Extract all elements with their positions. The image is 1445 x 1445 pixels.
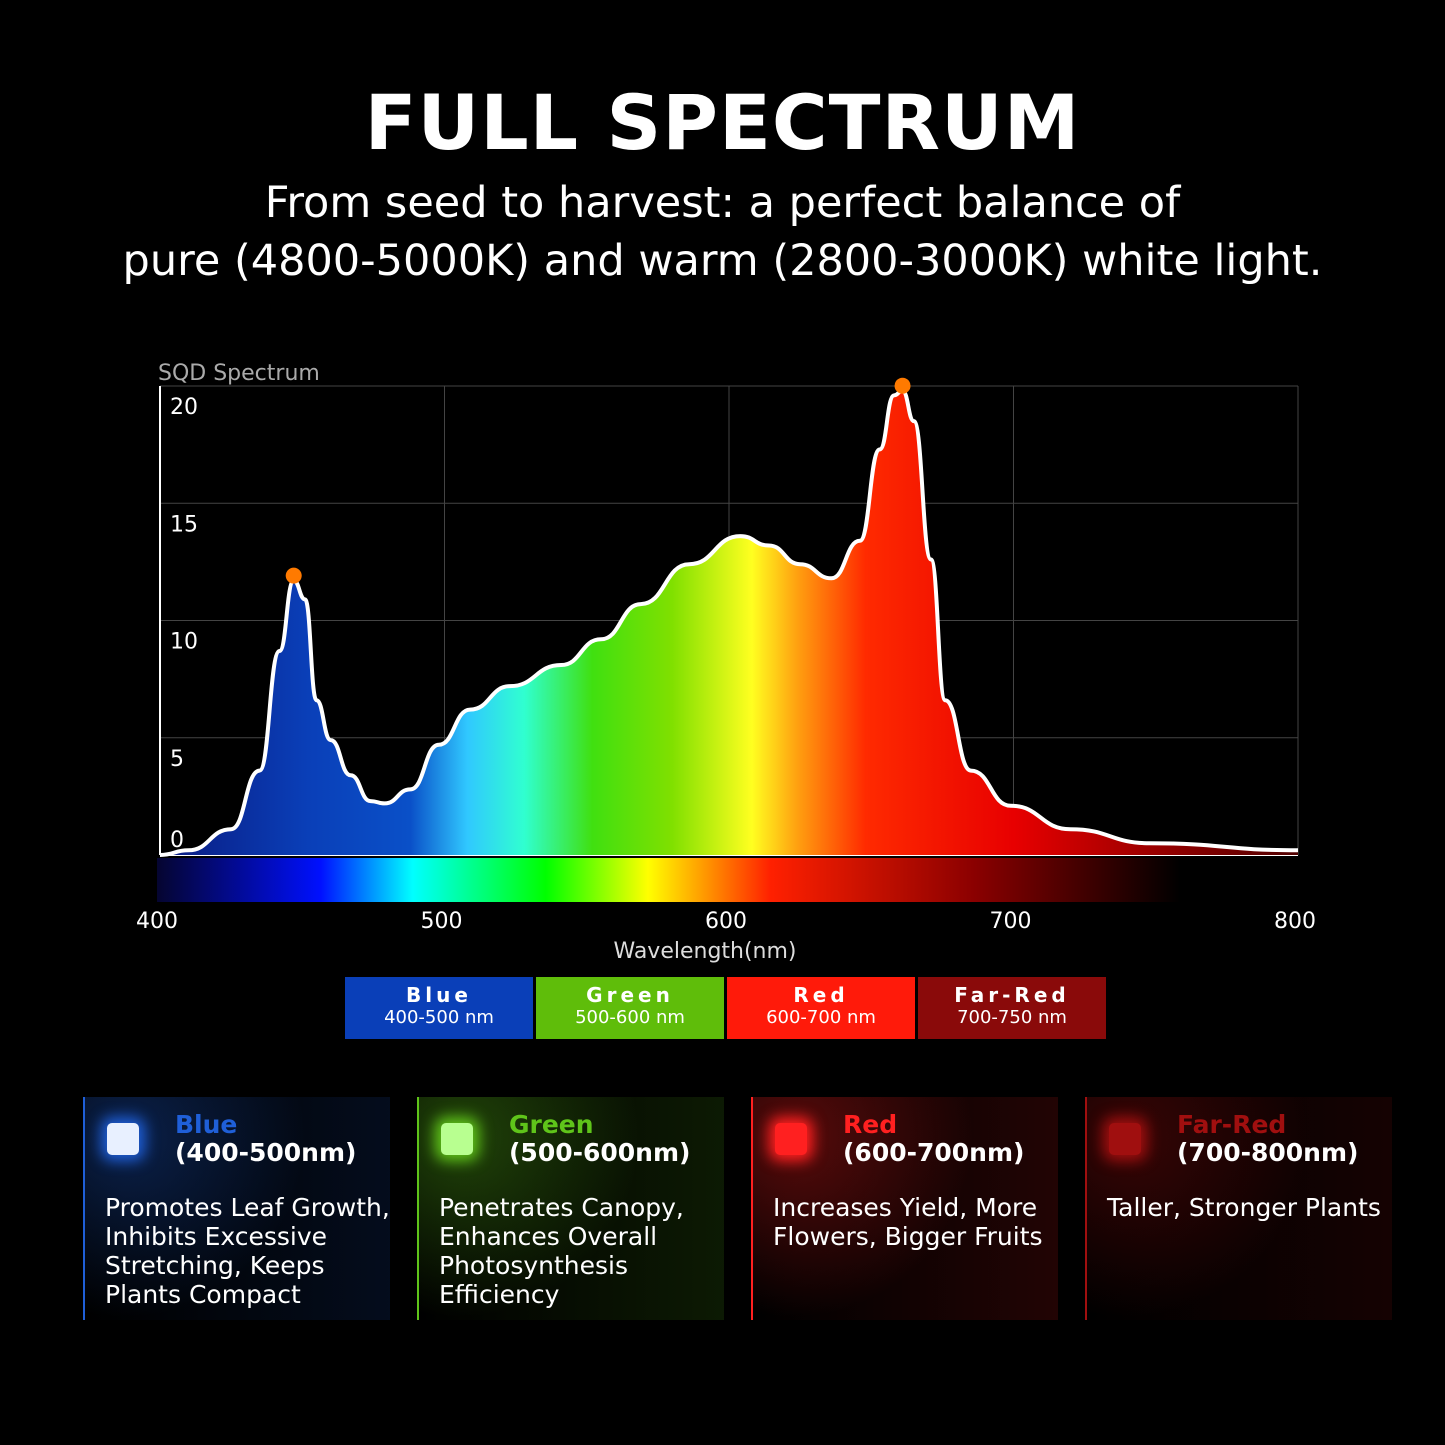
card-name: Blue bbox=[175, 1110, 238, 1139]
card-range: (600-700nm) bbox=[843, 1138, 1025, 1167]
card-description: Penetrates Canopy, Enhances Overall Phot… bbox=[439, 1193, 684, 1309]
legend-range: 600-700 nm bbox=[766, 1007, 876, 1028]
card-range: (700-800nm) bbox=[1177, 1138, 1359, 1167]
x-tick-label: 800 bbox=[1274, 909, 1316, 934]
x-tick-label: 700 bbox=[990, 909, 1032, 934]
spectrum-line bbox=[159, 388, 1299, 857]
legend-name: Green bbox=[586, 983, 674, 1007]
y-tick-label: 10 bbox=[170, 630, 198, 655]
chart-title: SQD Spectrum bbox=[158, 361, 320, 386]
legend-range: 400-500 nm bbox=[384, 1007, 494, 1028]
card-far-red: Far-Red (700-800nm) Taller, Stronger Plan… bbox=[1085, 1097, 1392, 1320]
blue-led-icon bbox=[107, 1123, 139, 1155]
card-name: Green bbox=[509, 1110, 594, 1139]
card-green: Green (500-600nm) Penetrates Canopy, Enha… bbox=[417, 1097, 724, 1320]
x-tick-label: 400 bbox=[136, 909, 178, 934]
card-description: Increases Yield, More Flowers, Bigger Fr… bbox=[773, 1193, 1043, 1251]
x-tick-label: 500 bbox=[421, 909, 463, 934]
spectrum-chart: SQD Spectrum Wavelength(nm) 0 5 10 15 20 400 5… bbox=[136, 361, 1316, 964]
spectrum-area bbox=[160, 390, 1298, 855]
legend-range: 500-600 nm bbox=[575, 1007, 685, 1028]
page-title: FULL SPECTRUM bbox=[364, 78, 1081, 167]
green-led-icon bbox=[441, 1123, 473, 1155]
card-blue: Blue (400-500nm) Promotes Leaf Growth, In… bbox=[83, 1097, 390, 1320]
x-tick-label: 600 bbox=[705, 909, 747, 934]
card-range: (500-600nm) bbox=[509, 1138, 691, 1167]
far-red-led-icon bbox=[1109, 1123, 1141, 1155]
legend-item-red: Red 600-700 nm bbox=[727, 977, 915, 1039]
card-name: Far-Red bbox=[1177, 1110, 1287, 1139]
red-led-icon bbox=[775, 1123, 807, 1155]
legend-item-green: Green 500-600 nm bbox=[536, 977, 724, 1039]
card-red: Red (600-700nm) Increases Yield, More Flo… bbox=[751, 1097, 1058, 1320]
y-tick-label: 5 bbox=[170, 747, 184, 772]
legend-item-blue: Blue 400-500 nm bbox=[345, 977, 533, 1039]
subtitle-line-1: From seed to harvest: a perfect balance … bbox=[264, 178, 1181, 228]
legend-range: 700-750 nm bbox=[957, 1007, 1067, 1028]
y-tick-label: 0 bbox=[170, 828, 184, 853]
card-description: Promotes Leaf Growth, Inhibits Excessive… bbox=[105, 1193, 390, 1309]
card-description: Taller, Stronger Plants bbox=[1107, 1193, 1381, 1222]
legend-item-far-red: Far-Red 700-750 nm bbox=[918, 977, 1106, 1039]
y-tick-label: 20 bbox=[170, 395, 198, 420]
card-range: (400-500nm) bbox=[175, 1138, 357, 1167]
legend-name: Blue bbox=[406, 983, 472, 1007]
card-name: Red bbox=[843, 1110, 898, 1139]
peak-marker bbox=[285, 567, 302, 584]
subtitle-line-2: pure (4800-5000K) and warm (2800-3000K) … bbox=[122, 236, 1323, 286]
band-legend: Blue 400-500 nm Green 500-600 nm Red 600-700 … bbox=[345, 977, 1106, 1039]
legend-name: Red bbox=[793, 983, 849, 1007]
legend-name: Far-Red bbox=[954, 983, 1070, 1007]
wavelength-color-bar bbox=[157, 858, 1187, 902]
peak-marker bbox=[894, 377, 911, 394]
x-axis-label: Wavelength(nm) bbox=[613, 939, 796, 964]
y-tick-label: 15 bbox=[170, 512, 198, 537]
